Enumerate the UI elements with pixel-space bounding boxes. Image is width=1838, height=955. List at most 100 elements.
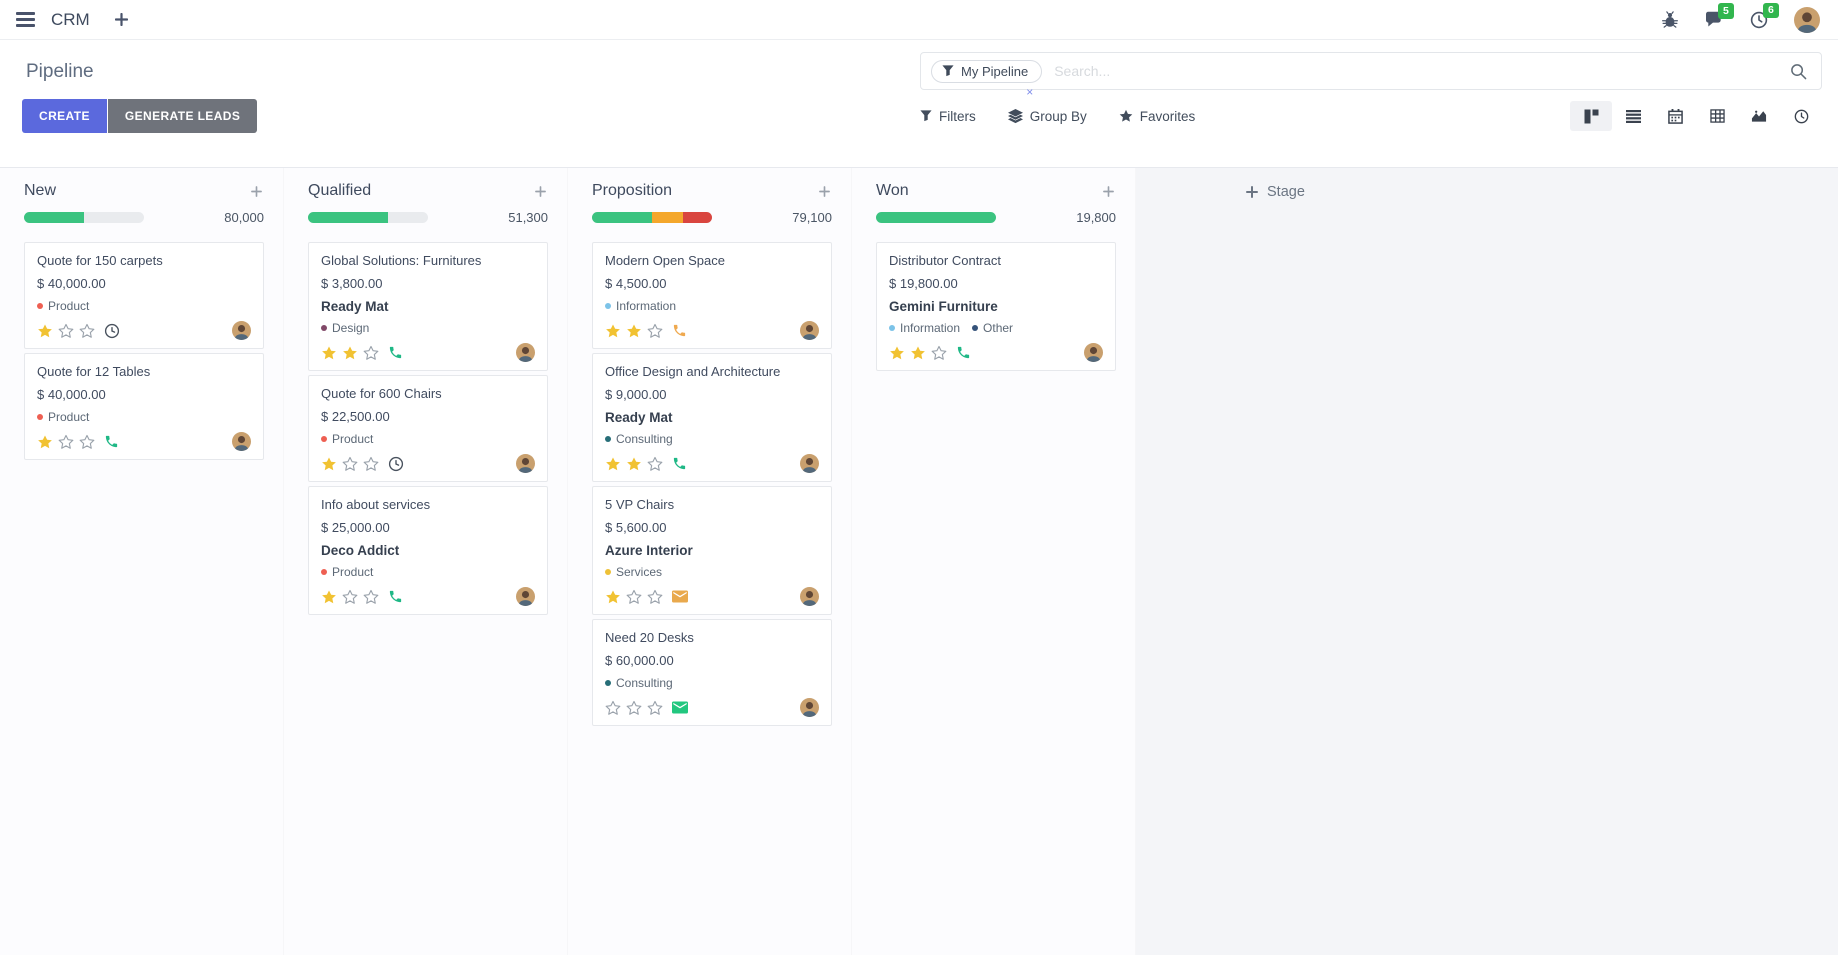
column-add-button[interactable] — [817, 184, 832, 199]
kanban-card[interactable]: Office Design and Architecture $ 9,000.0… — [592, 353, 832, 482]
phone-icon[interactable] — [388, 345, 403, 360]
card-priority-stars[interactable] — [605, 700, 663, 716]
card-tags: Information Other — [889, 321, 1103, 335]
progress-segment[interactable] — [308, 212, 389, 223]
column-progress-bar[interactable] — [876, 212, 996, 223]
create-button[interactable]: CREATE — [22, 99, 107, 133]
column-progress-bar[interactable] — [592, 212, 712, 223]
user-avatar[interactable] — [1794, 6, 1820, 33]
card-avatar[interactable] — [800, 698, 819, 717]
view-kanban-button[interactable] — [1570, 101, 1612, 131]
kanban-card[interactable]: 5 VP Chairs $ 5,600.00 Azure Interior Se… — [592, 486, 832, 615]
card-priority-stars[interactable] — [37, 323, 95, 339]
card-amount: $ 40,000.00 — [37, 276, 106, 291]
group-by-menu[interactable]: Group By — [1007, 108, 1087, 124]
envelope-icon[interactable] — [672, 590, 688, 603]
calendar-icon — [1667, 108, 1683, 124]
card-priority-stars[interactable] — [321, 345, 379, 361]
progress-segment[interactable] — [652, 212, 684, 223]
progress-segment[interactable] — [683, 212, 712, 223]
generate-leads-button[interactable]: GENERATE LEADS — [107, 99, 258, 133]
card-avatar[interactable] — [800, 321, 819, 340]
kanban-card[interactable]: Need 20 Desks $ 60,000.00 Consulting — [592, 619, 832, 726]
card-tag: Consulting — [605, 676, 673, 690]
card-avatar[interactable] — [516, 343, 535, 362]
column-progress-bar[interactable] — [308, 212, 428, 223]
card-tag: Consulting — [605, 432, 673, 446]
kanban-card[interactable]: Distributor Contract $ 19,800.00 Gemini … — [876, 242, 1116, 371]
star-icon — [1119, 109, 1133, 122]
card-priority-stars[interactable] — [605, 323, 663, 339]
add-icon[interactable] — [112, 10, 131, 29]
view-calendar-button[interactable] — [1654, 101, 1696, 131]
add-stage-button[interactable]: Stage — [1246, 184, 1305, 200]
card-avatar[interactable] — [1084, 343, 1103, 362]
card-avatar[interactable] — [800, 454, 819, 473]
column-title: Proposition — [592, 182, 673, 199]
phone-icon[interactable] — [672, 323, 687, 338]
bug-icon[interactable] — [1661, 10, 1679, 29]
progress-segment[interactable] — [24, 212, 84, 223]
plus-icon — [1246, 186, 1258, 198]
view-activity-button[interactable] — [1780, 101, 1822, 131]
search-input[interactable] — [1052, 62, 1790, 80]
envelope-icon[interactable] — [672, 701, 688, 714]
messages-icon[interactable]: 5 — [1705, 3, 1734, 28]
filter-funnel-icon — [942, 65, 954, 77]
clock-icon[interactable] — [388, 456, 404, 472]
search-bar[interactable]: My Pipeline × — [920, 52, 1822, 98]
column-progress-bar[interactable] — [24, 212, 144, 223]
phone-icon[interactable] — [388, 589, 403, 604]
card-avatar[interactable] — [800, 587, 819, 606]
filters-menu[interactable]: Filters — [920, 109, 976, 124]
facet-remove-icon[interactable]: × — [1026, 84, 1034, 99]
kanban-card[interactable]: Modern Open Space $ 4,500.00 Information — [592, 242, 832, 349]
card-amount: $ 4,500.00 — [605, 276, 667, 291]
card-priority-stars[interactable] — [605, 456, 663, 472]
card-amount: $ 5,600.00 — [605, 520, 667, 535]
card-avatar[interactable] — [516, 454, 535, 473]
app-name[interactable]: CRM — [51, 9, 90, 29]
column-add-button[interactable] — [533, 184, 548, 199]
progress-segment[interactable] — [876, 212, 996, 223]
card-priority-stars[interactable] — [605, 589, 663, 605]
search-facet[interactable]: My Pipeline × — [931, 59, 1043, 98]
phone-icon[interactable] — [672, 456, 687, 471]
tag-color-dot — [37, 414, 43, 420]
phone-icon[interactable] — [956, 345, 971, 360]
kanban-card[interactable]: Info about services $ 25,000.00 Deco Add… — [308, 486, 548, 615]
menu-icon[interactable] — [10, 8, 41, 31]
kanban-card[interactable]: Quote for 150 carpets $ 40,000.00 Produc… — [24, 242, 264, 349]
clock-icon[interactable] — [104, 323, 120, 339]
view-graph-button[interactable] — [1738, 101, 1780, 131]
search-icon[interactable] — [1790, 63, 1807, 80]
card-tag: Product — [37, 410, 89, 424]
column-add-button[interactable] — [249, 184, 264, 199]
view-list-button[interactable] — [1612, 101, 1654, 131]
card-avatar[interactable] — [516, 587, 535, 606]
card-avatar[interactable] — [232, 321, 251, 340]
tag-color-dot — [321, 325, 327, 331]
kanban-card[interactable]: Quote for 600 Chairs $ 22,500.00 Product — [308, 375, 548, 482]
kanban-column: Proposition 79,100 Modern Open Space $ 4… — [568, 168, 852, 955]
card-company: Gemini Furniture — [889, 299, 998, 314]
column-add-button[interactable] — [1101, 184, 1116, 199]
card-avatar[interactable] — [232, 432, 251, 451]
card-priority-stars[interactable] — [37, 434, 95, 450]
card-priority-stars[interactable] — [889, 345, 947, 361]
phone-icon[interactable] — [104, 434, 119, 449]
kanban-card[interactable]: Global Solutions: Furnitures $ 3,800.00 … — [308, 242, 548, 371]
card-priority-stars[interactable] — [321, 456, 379, 472]
view-pivot-button[interactable] — [1696, 101, 1738, 131]
progress-segment[interactable] — [592, 212, 652, 223]
card-tags: Product — [321, 432, 535, 446]
kanban-card[interactable]: Quote for 12 Tables $ 40,000.00 Product — [24, 353, 264, 460]
activity-clock-icon[interactable]: 6 — [1750, 2, 1779, 29]
tag-color-dot — [605, 680, 611, 686]
tag-color-dot — [321, 436, 327, 442]
plus-icon — [251, 185, 262, 197]
card-amount: $ 3,800.00 — [321, 276, 383, 291]
favorites-menu[interactable]: Favorites — [1119, 109, 1195, 124]
card-priority-stars[interactable] — [321, 589, 379, 605]
column-total: 51,300 — [508, 210, 548, 225]
